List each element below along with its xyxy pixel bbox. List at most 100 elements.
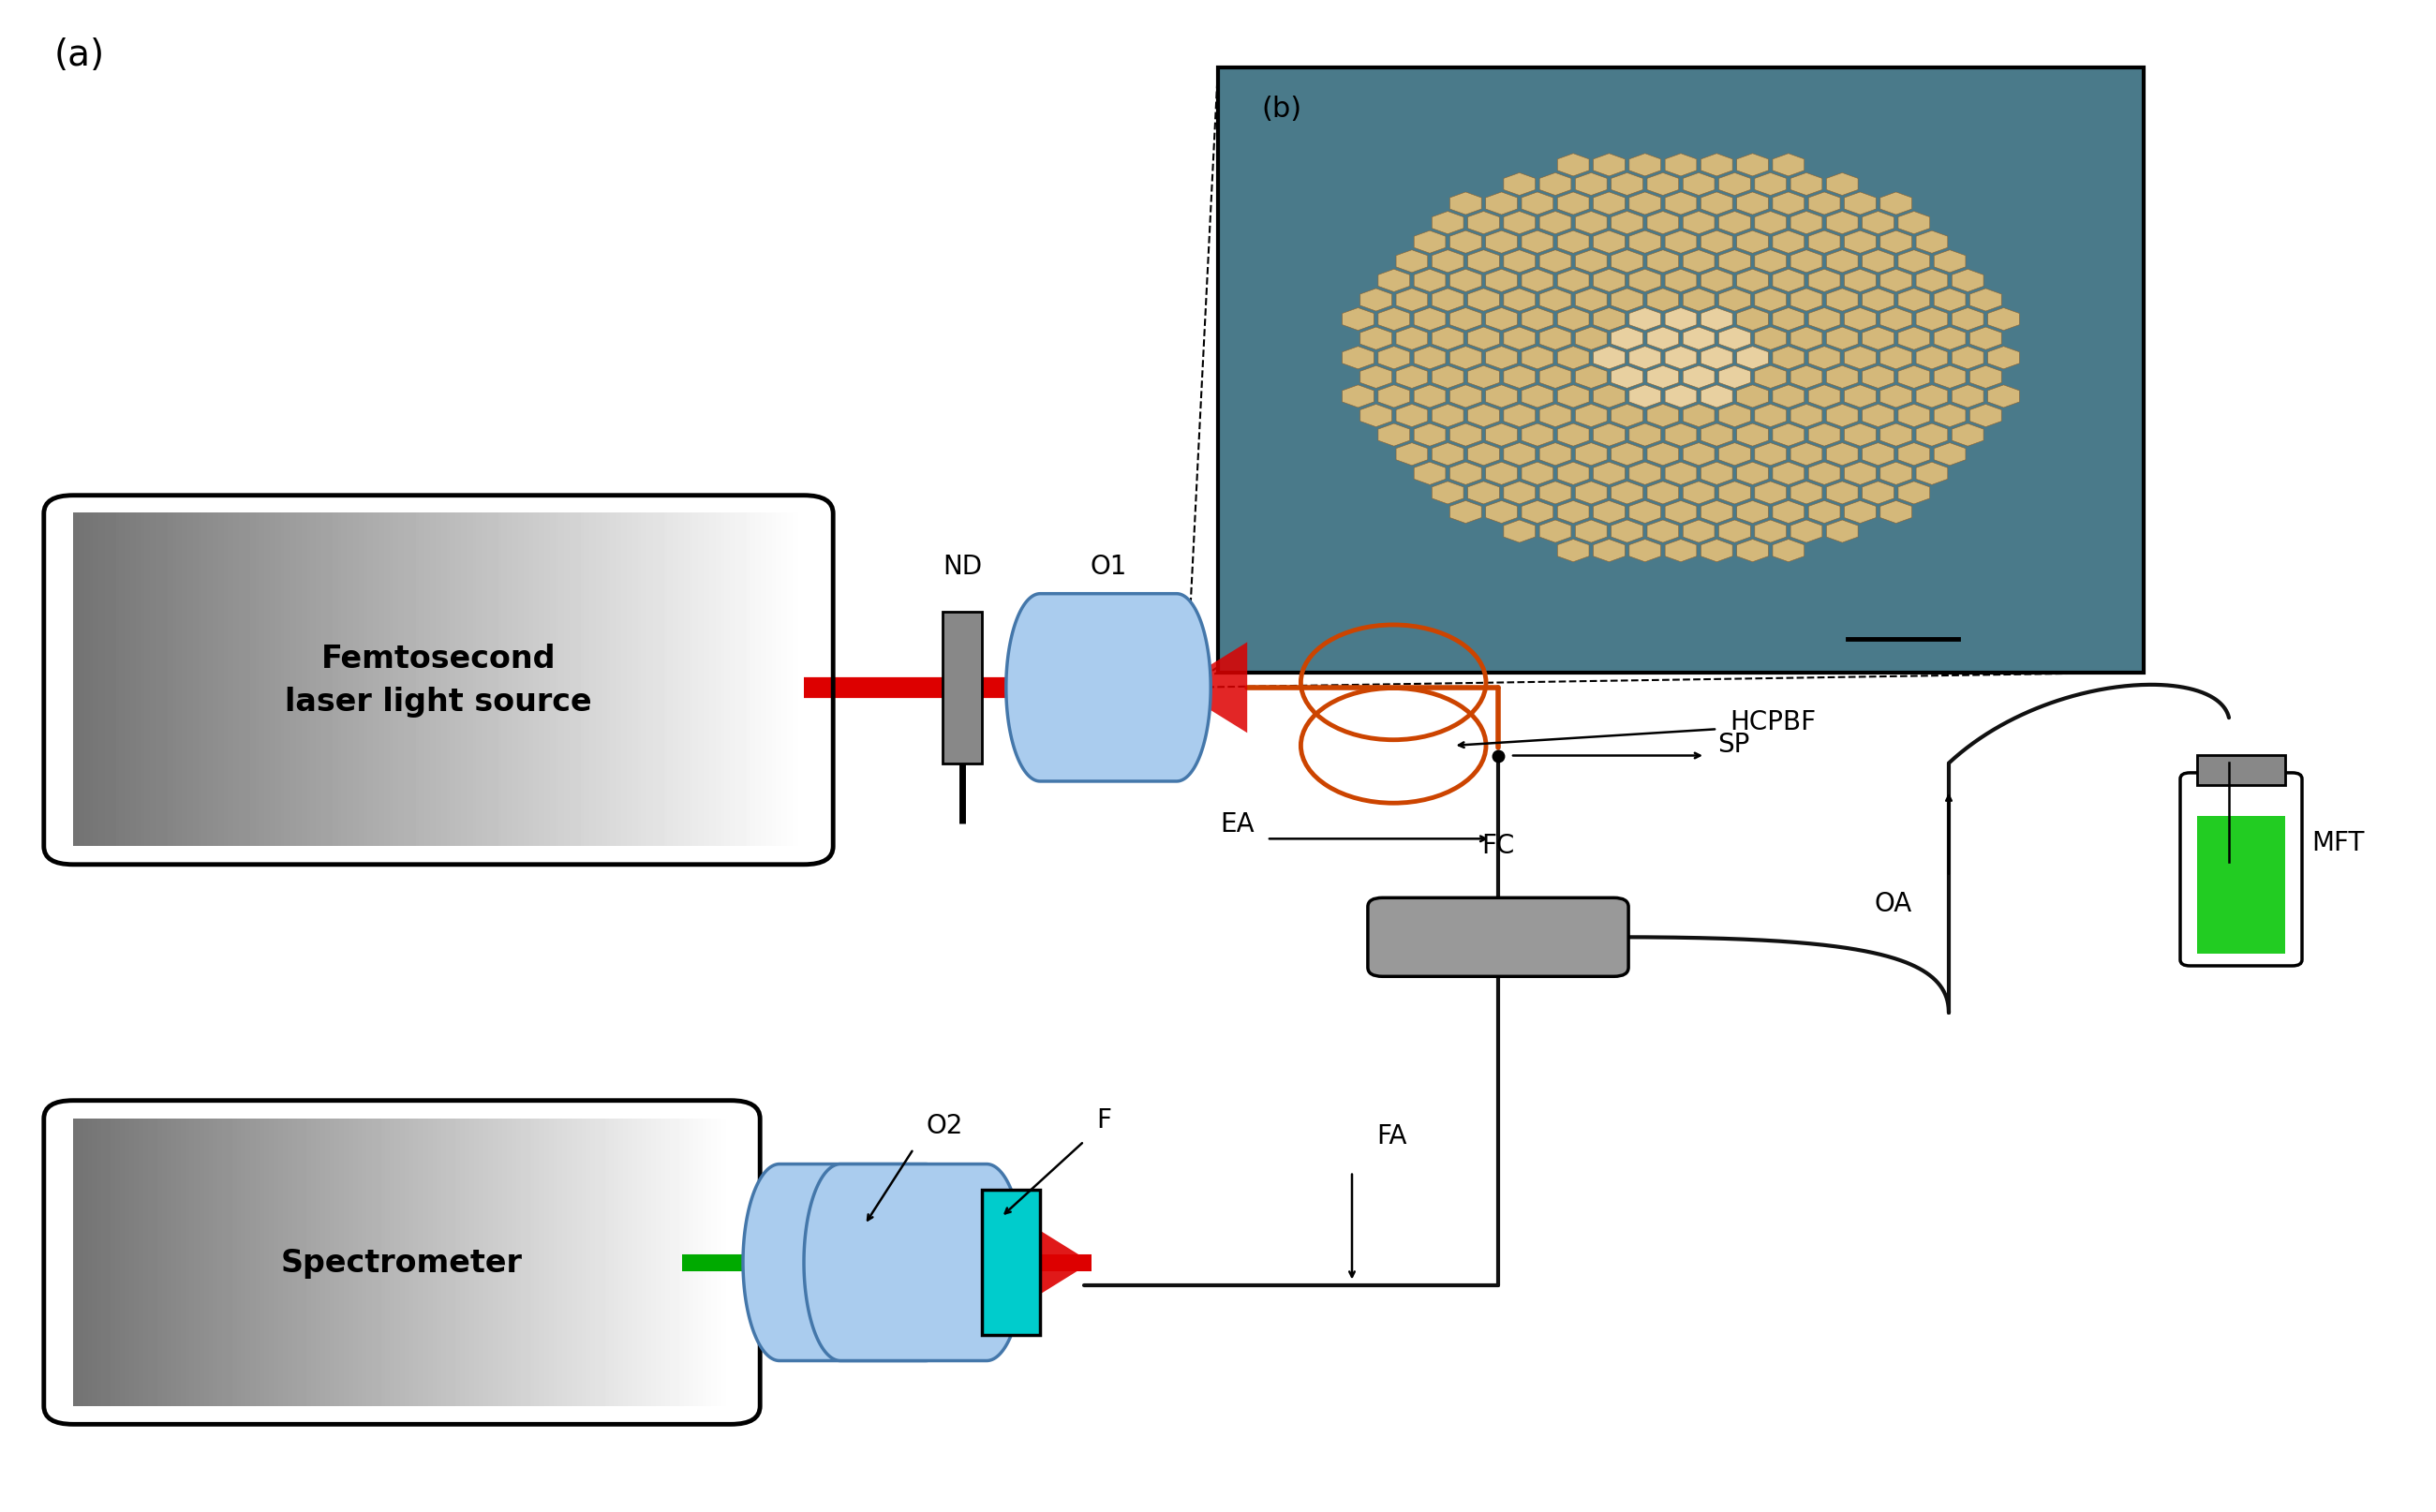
Polygon shape [1593, 386, 1625, 408]
Polygon shape [1413, 271, 1445, 292]
Polygon shape [1576, 212, 1608, 234]
Polygon shape [1396, 289, 1427, 311]
Text: O1: O1 [1089, 553, 1128, 579]
Polygon shape [1449, 231, 1481, 254]
Polygon shape [1647, 520, 1678, 543]
Polygon shape [1773, 348, 1805, 369]
Polygon shape [1773, 231, 1805, 254]
Polygon shape [1469, 443, 1501, 466]
Polygon shape [1522, 348, 1554, 369]
Polygon shape [1486, 271, 1518, 292]
Polygon shape [1469, 212, 1501, 234]
Polygon shape [1773, 308, 1805, 331]
Polygon shape [1359, 405, 1391, 428]
Polygon shape [1557, 386, 1588, 408]
Polygon shape [1522, 463, 1554, 485]
Polygon shape [1540, 251, 1571, 274]
Polygon shape [1647, 212, 1678, 234]
Polygon shape [1540, 174, 1571, 197]
Polygon shape [1593, 348, 1625, 369]
Polygon shape [1790, 405, 1822, 428]
Polygon shape [1610, 212, 1642, 234]
Polygon shape [1379, 386, 1410, 408]
Polygon shape [1432, 251, 1464, 274]
Polygon shape [1737, 540, 1769, 562]
Polygon shape [1827, 328, 1859, 351]
Polygon shape [1557, 540, 1588, 562]
Polygon shape [1844, 194, 1876, 215]
Polygon shape [1683, 482, 1715, 505]
Polygon shape [1379, 308, 1410, 331]
Polygon shape [1790, 289, 1822, 311]
Polygon shape [1503, 212, 1535, 234]
Polygon shape [1881, 502, 1912, 523]
Polygon shape [1790, 174, 1822, 197]
Polygon shape [1576, 520, 1608, 543]
Polygon shape [1808, 231, 1839, 254]
Polygon shape [1593, 154, 1625, 177]
Polygon shape [1700, 348, 1732, 369]
Polygon shape [1449, 308, 1481, 331]
Polygon shape [1576, 366, 1608, 389]
Polygon shape [1737, 425, 1769, 446]
Polygon shape [1503, 174, 1535, 197]
Text: FC: FC [1481, 833, 1515, 859]
Polygon shape [1844, 386, 1876, 408]
Polygon shape [1934, 443, 1966, 466]
Polygon shape [1881, 463, 1912, 485]
Polygon shape [1720, 443, 1751, 466]
Polygon shape [1881, 386, 1912, 408]
Polygon shape [1540, 212, 1571, 234]
Polygon shape [1540, 482, 1571, 505]
Polygon shape [1359, 328, 1391, 351]
Polygon shape [1610, 443, 1642, 466]
Polygon shape [1593, 231, 1625, 254]
Polygon shape [1720, 328, 1751, 351]
Polygon shape [1934, 251, 1966, 274]
Polygon shape [1683, 289, 1715, 311]
Polygon shape [1951, 386, 1983, 408]
Polygon shape [1827, 289, 1859, 311]
Polygon shape [1737, 348, 1769, 369]
Polygon shape [1557, 194, 1588, 215]
Polygon shape [1666, 463, 1695, 485]
Polygon shape [1773, 502, 1805, 523]
Polygon shape [1861, 366, 1893, 389]
Polygon shape [1666, 154, 1695, 177]
Polygon shape [1540, 366, 1571, 389]
Polygon shape [1666, 308, 1695, 331]
Polygon shape [1844, 502, 1876, 523]
Polygon shape [1773, 540, 1805, 562]
Polygon shape [1917, 271, 1949, 292]
Polygon shape [1754, 174, 1786, 197]
Polygon shape [1754, 520, 1786, 543]
Polygon shape [1861, 212, 1893, 234]
Polygon shape [1881, 308, 1912, 331]
Polygon shape [1988, 308, 2019, 331]
Polygon shape [1449, 502, 1481, 523]
Polygon shape [1522, 271, 1554, 292]
Polygon shape [1449, 425, 1481, 446]
Polygon shape [1898, 443, 1929, 466]
Polygon shape [1808, 502, 1839, 523]
Text: Femtosecond
laser light source: Femtosecond laser light source [285, 644, 592, 717]
Polygon shape [1808, 463, 1839, 485]
Polygon shape [1773, 425, 1805, 446]
Polygon shape [1396, 251, 1427, 274]
Text: (a): (a) [54, 38, 105, 74]
Polygon shape [1720, 174, 1751, 197]
Polygon shape [1610, 405, 1642, 428]
Polygon shape [1773, 271, 1805, 292]
Polygon shape [1808, 425, 1839, 446]
Polygon shape [1666, 348, 1695, 369]
Polygon shape [1449, 271, 1481, 292]
Polygon shape [1666, 231, 1695, 254]
Polygon shape [1737, 231, 1769, 254]
Polygon shape [1647, 289, 1678, 311]
Bar [943, 612, 982, 764]
Polygon shape [1861, 482, 1893, 505]
Text: FA: FA [1376, 1123, 1408, 1149]
Polygon shape [1593, 425, 1625, 446]
Polygon shape [1881, 194, 1912, 215]
Polygon shape [1808, 271, 1839, 292]
